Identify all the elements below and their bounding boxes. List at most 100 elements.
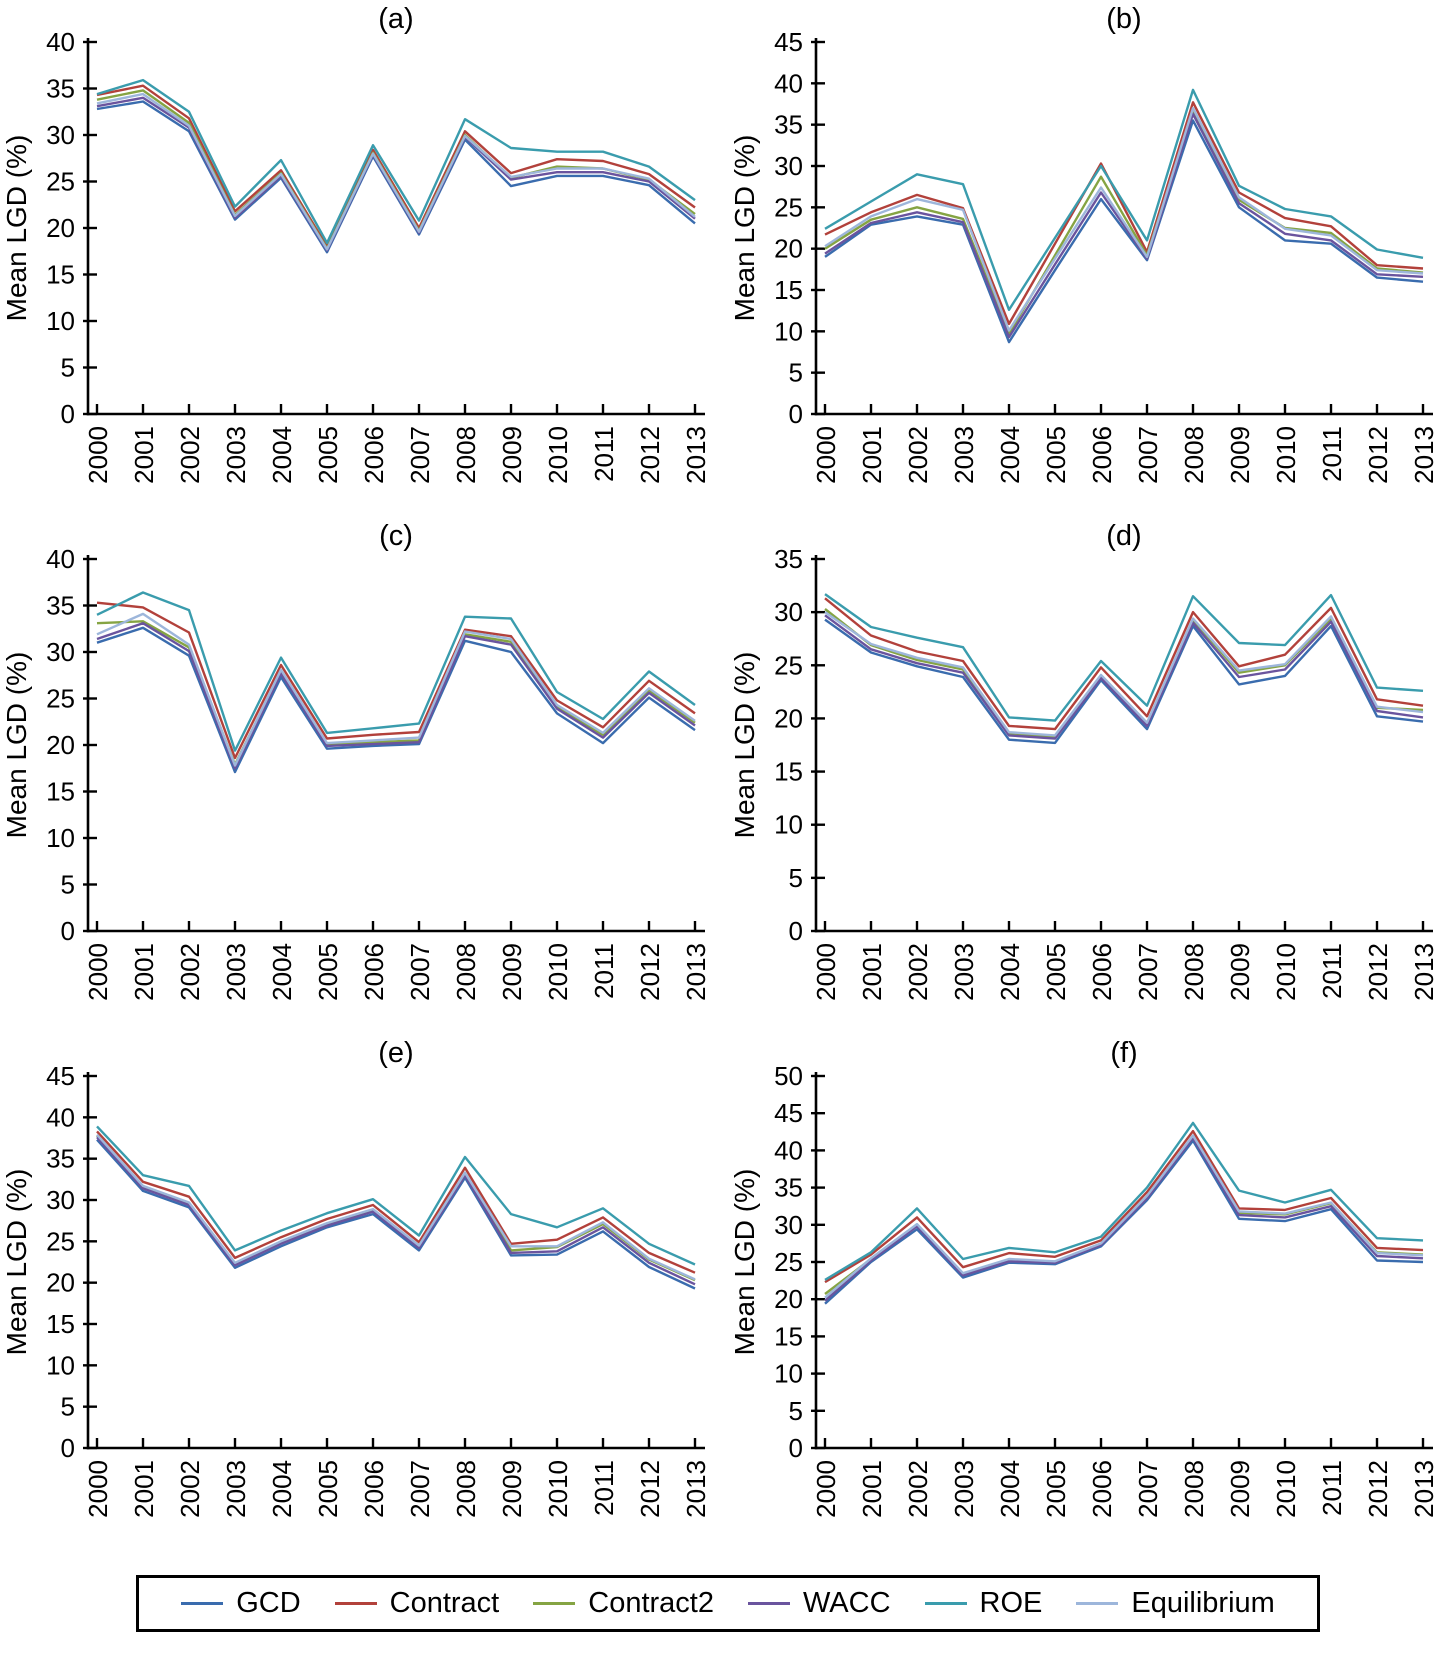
- legend-label: WACC: [802, 1587, 891, 1619]
- y-tick-label: 5: [61, 353, 75, 383]
- legend: GCD Contract Contract2 WACC ROE Equilibrium: [136, 1575, 1320, 1632]
- x-tick-label: 2008: [451, 1460, 481, 1518]
- x-tick-label: 2004: [995, 426, 1025, 484]
- y-tick-label: 35: [774, 544, 803, 574]
- legend-line-swatch: [747, 1602, 790, 1605]
- y-tick-label: 5: [61, 870, 75, 900]
- y-tick-label: 0: [789, 916, 803, 946]
- y-tick-label: 35: [46, 74, 75, 104]
- x-tick-label: 2010: [1271, 426, 1301, 484]
- series-line-wacc: [96, 621, 696, 770]
- y-tick-label: 35: [46, 1144, 75, 1174]
- y-tick-label: 5: [789, 1396, 803, 1426]
- x-tick-label: 2001: [857, 426, 887, 484]
- series-line-gcd: [96, 626, 696, 774]
- series-line-equilibrium: [96, 1133, 696, 1281]
- legend-entry-contract: Contract: [334, 1587, 500, 1619]
- series-line-equilibrium: [824, 106, 1424, 332]
- legend-entry-roe: ROE: [924, 1587, 1043, 1619]
- series-line-gcd: [824, 618, 1424, 745]
- y-tick-label: 15: [774, 275, 803, 305]
- y-tick-label: 45: [774, 27, 803, 57]
- y-tick-label: 40: [46, 544, 75, 574]
- x-tick-label: 2009: [1225, 943, 1255, 1001]
- series-line-contract: [824, 101, 1424, 326]
- x-tick-label: 2000: [83, 1460, 113, 1518]
- x-tick-label: 2000: [83, 943, 113, 1001]
- y-tick-label: 10: [774, 316, 803, 346]
- panel-b-chart: (b) Mean LGD (%) 0 5 10 15 20 25 30 35 40 45 2000 200…: [729, 3, 1439, 484]
- y-axis-label: Mean LGD (%): [729, 652, 760, 839]
- y-tick-label: 0: [789, 399, 803, 429]
- x-tick-label: 2009: [497, 943, 527, 1001]
- x-tick-label: 2000: [811, 1460, 841, 1518]
- y-tick-label: 0: [61, 1433, 75, 1463]
- series-line-wacc: [96, 1136, 696, 1286]
- x-tick-label: 2000: [83, 426, 113, 484]
- y-tick-label: 30: [46, 120, 75, 150]
- legend-label: Contract: [389, 1587, 500, 1619]
- x-tick-label: 2001: [857, 1460, 887, 1518]
- x-tick-label: 2013: [1409, 1460, 1439, 1518]
- x-tick-label: 2003: [221, 1460, 251, 1518]
- y-axis-label: Mean LGD (%): [729, 135, 760, 322]
- x-tick-label: 2008: [1179, 943, 1209, 1001]
- x-tick-label: 2005: [313, 943, 343, 1001]
- series-line-contract: [824, 1129, 1424, 1284]
- x-tick-label: 2000: [811, 426, 841, 484]
- panel-title: (d): [1106, 520, 1141, 552]
- x-tick-label: 2009: [1225, 426, 1255, 484]
- x-tick-label: 2007: [1133, 1460, 1163, 1518]
- legend-label: ROE: [979, 1587, 1043, 1619]
- x-tick-label: 2010: [543, 943, 573, 1001]
- y-tick-label: 20: [46, 730, 75, 760]
- x-tick-label: 2013: [681, 943, 711, 1001]
- x-tick-label: 2006: [359, 943, 389, 1001]
- x-tick-label: 2007: [1133, 943, 1163, 1001]
- x-tick-label: 2013: [1409, 426, 1439, 484]
- series-line-contract: [96, 1130, 696, 1274]
- y-tick-label: 10: [774, 810, 803, 840]
- legend-line-swatch: [1076, 1602, 1119, 1605]
- x-tick-label: 2004: [267, 426, 297, 484]
- x-tick-label: 2001: [129, 943, 159, 1001]
- y-tick-label: 10: [46, 306, 75, 336]
- x-tick-label: 2003: [949, 943, 979, 1001]
- panel-title: (c): [379, 520, 413, 552]
- y-tick-label: 30: [774, 597, 803, 627]
- x-tick-label: 2002: [175, 943, 205, 1001]
- series-line-gcd: [824, 1139, 1424, 1305]
- y-tick-label: 40: [774, 1135, 803, 1165]
- x-tick-label: 2008: [451, 943, 481, 1001]
- series-line-contract: [96, 601, 696, 760]
- series-line-contract2: [824, 109, 1424, 335]
- x-tick-label: 2006: [1087, 426, 1117, 484]
- series-line-roe: [96, 591, 696, 752]
- x-tick-label: 2006: [359, 1460, 389, 1518]
- y-tick-label: 10: [46, 1350, 75, 1380]
- y-axis-label: Mean LGD (%): [729, 1169, 760, 1356]
- y-tick-label: 35: [774, 110, 803, 140]
- x-tick-label: 2005: [1041, 426, 1071, 484]
- x-tick-label: 2002: [903, 943, 933, 1001]
- x-tick-label: 2005: [1041, 1460, 1071, 1518]
- series-line-roe: [824, 88, 1424, 311]
- x-tick-label: 2010: [543, 426, 573, 484]
- panel-title: (b): [1106, 3, 1141, 35]
- y-tick-label: 20: [774, 703, 803, 733]
- panel-title: (f): [1110, 1037, 1137, 1069]
- x-tick-label: 2010: [1271, 943, 1301, 1001]
- x-tick-label: 2003: [949, 426, 979, 484]
- y-tick-label: 35: [774, 1173, 803, 1203]
- y-tick-label: 0: [61, 399, 75, 429]
- x-tick-label: 2003: [949, 1460, 979, 1518]
- x-tick-label: 2012: [635, 943, 665, 1001]
- x-tick-label: 2013: [1409, 943, 1439, 1001]
- y-tick-label: 25: [774, 1247, 803, 1277]
- charts-grid: (a) Mean LGD (%) 0 5 10 15 20 25 30 35 40 2000 2001 2…: [1, 3, 1439, 1518]
- y-tick-label: 10: [46, 823, 75, 853]
- x-tick-label: 2005: [1041, 943, 1071, 1001]
- x-tick-label: 2012: [1363, 1460, 1393, 1518]
- x-tick-label: 2006: [1087, 1460, 1117, 1518]
- y-tick-label: 15: [774, 1321, 803, 1351]
